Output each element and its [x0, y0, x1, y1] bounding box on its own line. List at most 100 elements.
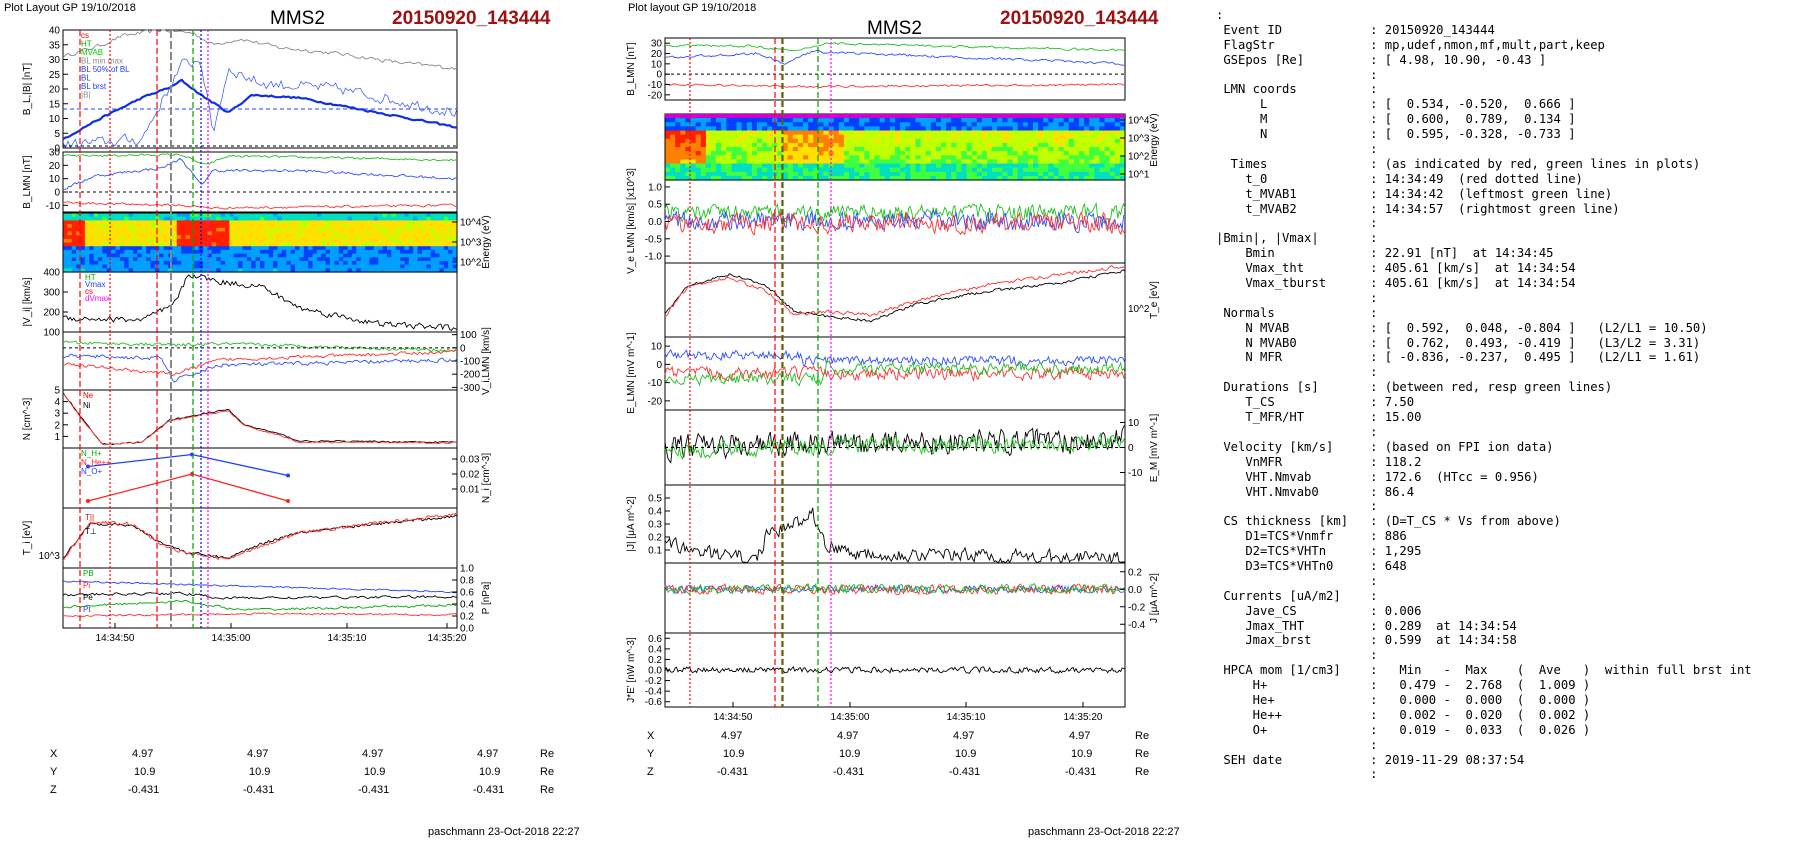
spectrogram-cell	[915, 142, 922, 148]
spectrogram-cell	[251, 264, 257, 269]
spectrogram-cell	[1017, 142, 1024, 148]
spectrogram-cell	[1048, 147, 1054, 152]
spectrogram-cell	[746, 130, 753, 136]
spectrogram-cell	[286, 268, 292, 273]
spectrogram-cell	[736, 167, 743, 173]
spectrogram-cell	[242, 264, 248, 269]
spectrogram-cell	[321, 224, 327, 229]
spectrogram-cell	[813, 159, 819, 165]
spectrogram-cell	[98, 227, 103, 233]
spectrogram-cell	[721, 138, 727, 144]
spectrogram-cell	[124, 257, 130, 262]
spectrogram-cell	[1043, 163, 1049, 169]
left-ti-y-tick-label: 10^3	[39, 551, 61, 562]
spectrogram-cell	[98, 246, 103, 251]
spectrogram-cell	[176, 227, 182, 233]
spectrogram-cell	[971, 163, 978, 169]
spectrogram-cell	[685, 167, 692, 173]
spectrogram-cell	[941, 163, 947, 169]
left-ni-hpca-y-tick-label: 0.01	[460, 485, 480, 496]
middle-jmag-series	[664, 507, 1126, 565]
spectrogram-cell	[369, 264, 375, 269]
spectrogram-cell	[211, 260, 217, 266]
spectrogram-cell	[1038, 159, 1044, 165]
spectrogram-cell	[251, 246, 257, 251]
spectrogram-cell	[757, 118, 763, 123]
spectrogram-cell	[190, 268, 195, 273]
spectrogram-cell	[203, 242, 209, 247]
spectrogram-cell	[281, 253, 287, 258]
spectrogram-cell	[76, 238, 82, 244]
spectrogram-cell	[1048, 134, 1054, 140]
spectrogram-cell	[997, 147, 1003, 152]
spectrogram-cell	[404, 238, 410, 244]
spectrogram-cell	[711, 151, 717, 156]
spectrogram-cell	[981, 138, 988, 144]
info-line: Bmin : 22.91 [nT] at 14:34:45	[1216, 246, 1554, 261]
spectrogram-cell	[813, 171, 819, 177]
spectrogram-cell	[452, 260, 458, 266]
spectrogram-cell	[751, 118, 758, 123]
spectrogram-cell	[935, 155, 942, 160]
left-ni-hpca-y-tick-label: 0.02	[460, 470, 480, 481]
spectrogram-cell	[956, 142, 962, 148]
left-tperp-series	[62, 514, 458, 560]
middle-te-panel	[664, 262, 1126, 338]
spectrogram-cell	[321, 268, 327, 273]
spectrogram-cell	[726, 163, 732, 169]
spectrogram-cell	[1099, 138, 1106, 144]
info-line: :	[1216, 142, 1378, 157]
spectrogram-cell	[369, 213, 375, 218]
spectrogram-cell	[665, 147, 671, 152]
spectrogram-cell	[746, 138, 753, 144]
spectrogram-cell	[1053, 122, 1060, 127]
spectrogram-cell	[356, 238, 362, 244]
spectrogram-cell	[63, 238, 68, 244]
spectrogram-cell	[260, 227, 265, 233]
spectrogram-cell	[721, 134, 727, 140]
spectrogram-cell	[1048, 171, 1054, 177]
middle-pos-y-1: 10.9	[723, 748, 745, 760]
spectrogram-cell	[859, 175, 865, 181]
spectrogram-cell	[787, 126, 794, 132]
spectrogram-cell	[391, 216, 397, 221]
spectrogram-cell	[1043, 130, 1049, 136]
spectrogram-cell	[987, 175, 993, 181]
left-pos-x-2: 4.97	[247, 748, 269, 760]
spectrogram-cell	[163, 260, 169, 266]
spectrogram-cell	[119, 260, 125, 266]
middle-pos-y-4: 10.9	[1071, 748, 1093, 760]
spectrogram-cell	[181, 249, 187, 255]
spectrogram-cell	[316, 253, 322, 258]
spectrogram-cell	[787, 122, 794, 127]
spectrogram-cell	[198, 242, 204, 247]
spectrogram-cell	[378, 224, 384, 229]
spectrogram-cell	[260, 268, 265, 273]
spectrogram-cell	[251, 235, 257, 240]
spectrogram-cell	[767, 130, 773, 136]
spectrogram-cell	[111, 224, 117, 229]
spectrogram-cell	[941, 130, 947, 136]
spectrogram-cell	[751, 151, 758, 156]
middle-jmag-y-tick-label: 0.4	[648, 507, 662, 518]
middle-elmn-ylabel: E_LMN [mV m^-1]	[626, 332, 637, 414]
spectrogram-cell	[299, 246, 305, 251]
spectrogram-cell	[869, 118, 876, 123]
spectrogram-cell	[111, 249, 117, 255]
spectrogram-cell	[813, 155, 819, 160]
spectrogram-cell	[1058, 142, 1065, 148]
spectrogram-cell	[900, 171, 906, 177]
spectrogram-cell	[295, 264, 300, 269]
spectrogram-cell	[680, 175, 686, 181]
spectrogram-cell	[198, 246, 204, 251]
spectrogram-cell	[792, 175, 799, 181]
spectrogram-cell	[316, 235, 322, 240]
spectrogram-cell	[895, 134, 901, 140]
spectrogram-cell	[1033, 130, 1039, 136]
spectrogram-cell	[452, 249, 458, 255]
spectrogram-cell	[854, 122, 860, 127]
spectrogram-cell	[277, 238, 283, 244]
middle-pos-x-1: 4.97	[721, 730, 743, 742]
spectrogram-cell	[417, 268, 423, 273]
spectrogram-cell	[71, 238, 77, 244]
